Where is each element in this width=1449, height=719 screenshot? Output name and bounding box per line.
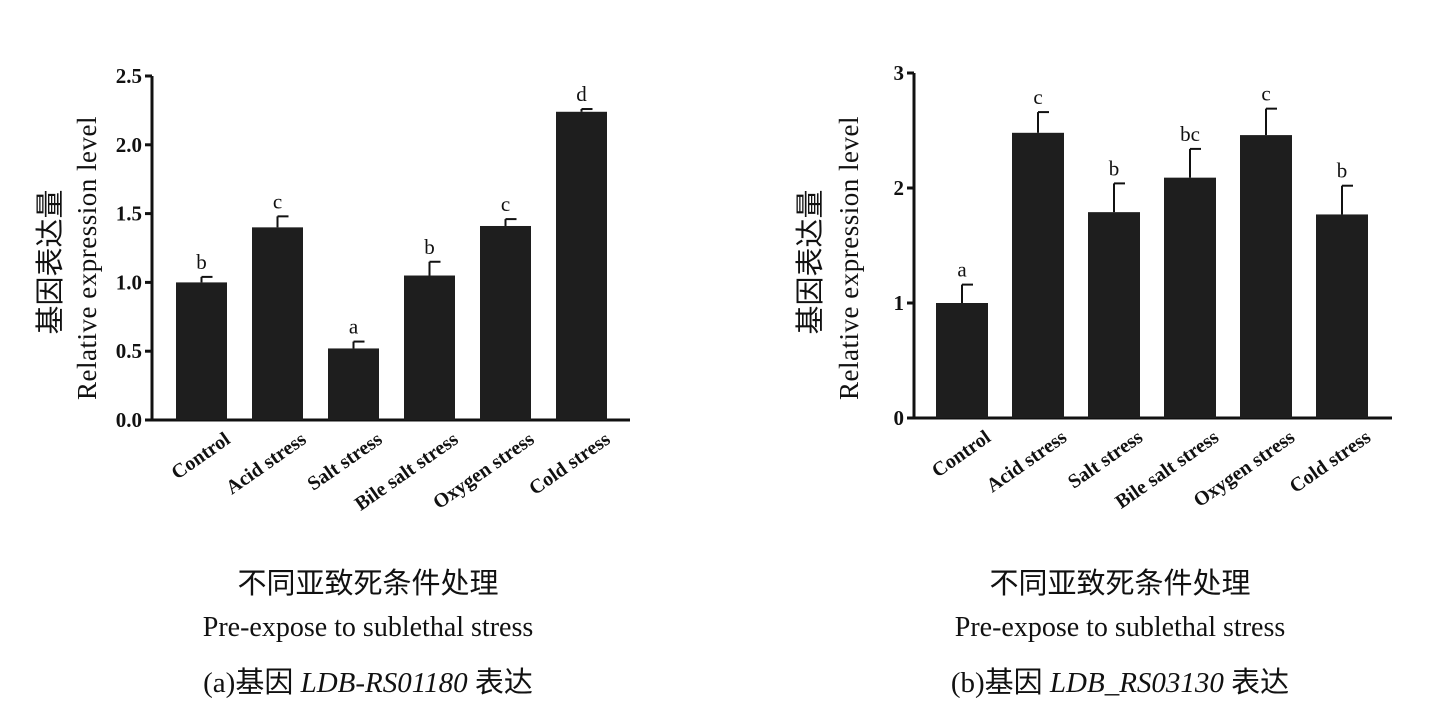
chart-b-category-label: Control [928,426,995,482]
chart-a-significance-label: b [196,250,207,274]
chart-b: 基因表达量 Relative expression level 0 1 2 3 a Con… [794,61,1392,699]
chart-a-y-tick-label: 1.0 [116,270,142,294]
chart-a-significance-label: c [273,189,282,213]
chart-b-significance-label: c [1033,85,1042,109]
chart-a-y-tick-label: 0.5 [116,339,142,363]
chart-a-bar [328,348,379,420]
chart-a-significance-label: b [424,235,435,259]
chart-a-bar [404,275,455,420]
chart-b-caption-gene: LDB_RS03130 [1049,667,1225,699]
chart-b-bar [1316,214,1368,418]
chart-a-caption-gene: LDB-RS01180 [300,667,469,699]
chart-b-category-label: Cold stress [1286,426,1375,498]
chart-a-y-tick-label: 2.0 [116,133,142,157]
chart-a-bar [556,111,607,420]
chart-a-ylabel-cn: 基因表达量 [34,189,67,334]
chart-a-caption: (a)基因 LDB-RS01180 表达 [203,666,533,699]
chart-b-y-tick-label: 1 [894,291,905,315]
chart-a-category-label: Cold stress [525,428,614,500]
chart-a-significance-label: d [576,82,587,106]
chart-b-ylabel: Relative expression level [834,116,864,400]
chart-b-bar [1088,212,1140,418]
chart-a-category-label: Control [167,428,234,484]
chart-a-ylabel: Relative expression level [72,116,102,400]
chart-a-bar [480,225,531,420]
chart-b-significance-label: b [1337,159,1348,183]
chart-a-bar [252,227,303,420]
chart-a: 基因表达量 Relative expression level 0.0 0.5 1.… [34,64,630,699]
chart-b-bar [1164,177,1216,418]
chart-b-caption: (b)基因 LDB_RS03130 表达 [951,666,1289,699]
chart-a-category-label: Acid stress [222,428,310,499]
chart-b-ylabel-cn: 基因表达量 [794,189,827,334]
chart-b-y-tick-label: 0 [894,406,905,430]
chart-a-y-tick-label: 1.5 [116,202,142,226]
chart-b-significance-label: c [1261,82,1270,106]
chart-a-y-tick-label: 0.0 [116,408,142,432]
chart-a-significance-label: c [501,192,510,216]
chart-a-xlabel: Pre-expose to sublethal stress [203,612,534,643]
chart-b-bar [1240,135,1292,418]
chart-b-bar [1012,132,1064,419]
chart-a-significance-label: a [349,315,359,339]
chart-b-xlabel: Pre-expose to sublethal stress [955,612,1286,643]
chart-b-significance-label: bc [1180,122,1200,146]
chart-a-caption-suffix: 表达 [468,666,533,699]
chart-b-caption-suffix: 表达 [1224,666,1289,699]
chart-a-caption-prefix: (a)基因 [203,666,300,699]
chart-b-caption-prefix: (b)基因 [951,666,1050,699]
chart-b-xlabel-cn: 不同亚致死条件处理 [989,567,1250,600]
chart-a-bar [176,282,227,420]
chart-b-y-tick-label: 2 [894,176,905,200]
chart-b-y-tick-label: 3 [894,61,905,85]
chart-a-y-tick-label: 2.5 [116,64,142,88]
chart-b-significance-label: a [957,258,967,282]
chart-b-bar [936,303,988,418]
chart-a-xlabel-cn: 不同亚致死条件处理 [237,567,498,600]
chart-b-category-label: Acid stress [983,426,1071,497]
chart-b-significance-label: b [1109,156,1120,180]
